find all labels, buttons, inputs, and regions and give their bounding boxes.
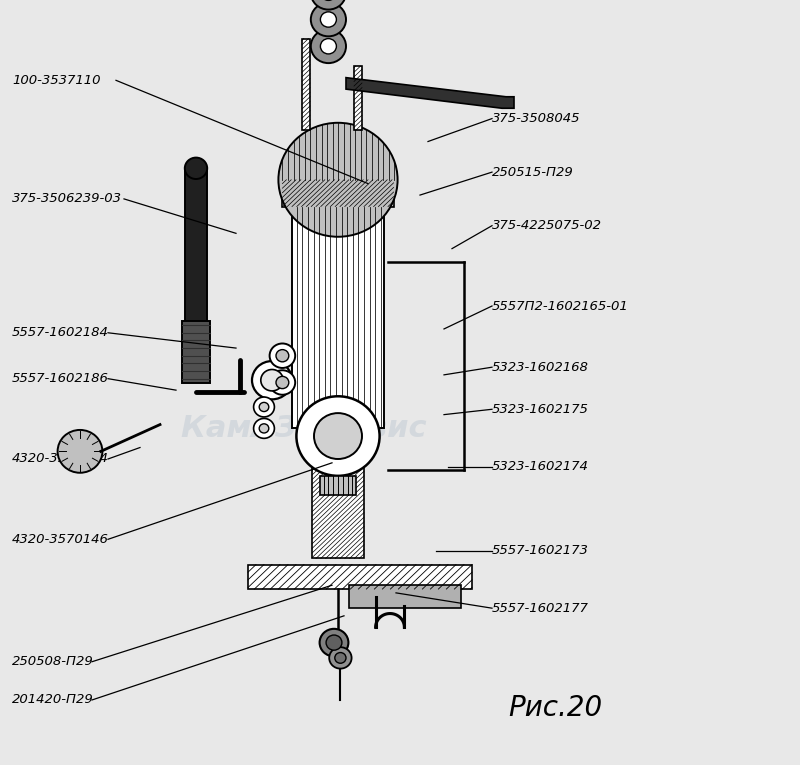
Text: 250508-П29: 250508-П29 (12, 656, 94, 668)
Circle shape (185, 158, 207, 179)
Bar (349, 585, 461, 608)
Text: 5323-1602175: 5323-1602175 (492, 403, 589, 415)
Bar (302, 39, 310, 131)
Circle shape (320, 39, 336, 54)
Circle shape (314, 413, 362, 459)
Circle shape (310, 0, 346, 10)
Text: 5323-1602174: 5323-1602174 (492, 461, 589, 473)
Text: Рис.20: Рис.20 (508, 694, 602, 721)
Text: 5557-1602173: 5557-1602173 (492, 545, 589, 557)
Circle shape (254, 418, 274, 438)
Bar (248, 565, 472, 589)
Circle shape (259, 402, 269, 412)
Circle shape (320, 629, 349, 656)
Text: 375-3508045: 375-3508045 (492, 112, 581, 125)
Text: 5557П2-1602165-01: 5557П2-1602165-01 (492, 300, 629, 312)
Circle shape (270, 343, 295, 368)
Circle shape (261, 369, 283, 391)
Bar (312, 428, 364, 558)
Text: 100-3537110: 100-3537110 (12, 74, 101, 86)
Circle shape (254, 397, 274, 417)
Circle shape (330, 647, 351, 669)
Circle shape (252, 361, 292, 399)
Bar (282, 180, 394, 207)
Text: 5323-1602168: 5323-1602168 (492, 361, 589, 373)
Text: 250515-П29: 250515-П29 (492, 166, 574, 178)
Text: 4320-3570146: 4320-3570146 (12, 533, 109, 545)
Text: 375-4225075-02: 375-4225075-02 (492, 220, 602, 232)
Text: 5557-1602177: 5557-1602177 (492, 602, 589, 614)
Text: 4320-3506054: 4320-3506054 (12, 453, 109, 465)
Text: 5557-1602184: 5557-1602184 (12, 327, 109, 339)
Circle shape (310, 30, 346, 63)
Circle shape (278, 123, 398, 237)
Polygon shape (346, 77, 514, 108)
Bar (320, 476, 355, 495)
Circle shape (320, 12, 336, 27)
Circle shape (276, 350, 289, 362)
Text: 375-3506239-03: 375-3506239-03 (12, 193, 122, 205)
Text: 201420-П29: 201420-П29 (12, 694, 94, 706)
Text: КамАЗ сервис: КамАЗ сервис (181, 414, 427, 443)
Circle shape (326, 635, 342, 650)
Circle shape (310, 2, 346, 36)
Circle shape (270, 370, 295, 395)
Circle shape (58, 430, 102, 473)
Circle shape (334, 653, 346, 663)
Circle shape (276, 376, 289, 389)
Circle shape (296, 396, 380, 476)
Circle shape (259, 424, 269, 433)
Bar (185, 168, 207, 325)
Bar (182, 321, 210, 382)
Bar (292, 207, 384, 428)
Text: 5557-1602186: 5557-1602186 (12, 373, 109, 385)
Bar (354, 67, 362, 131)
